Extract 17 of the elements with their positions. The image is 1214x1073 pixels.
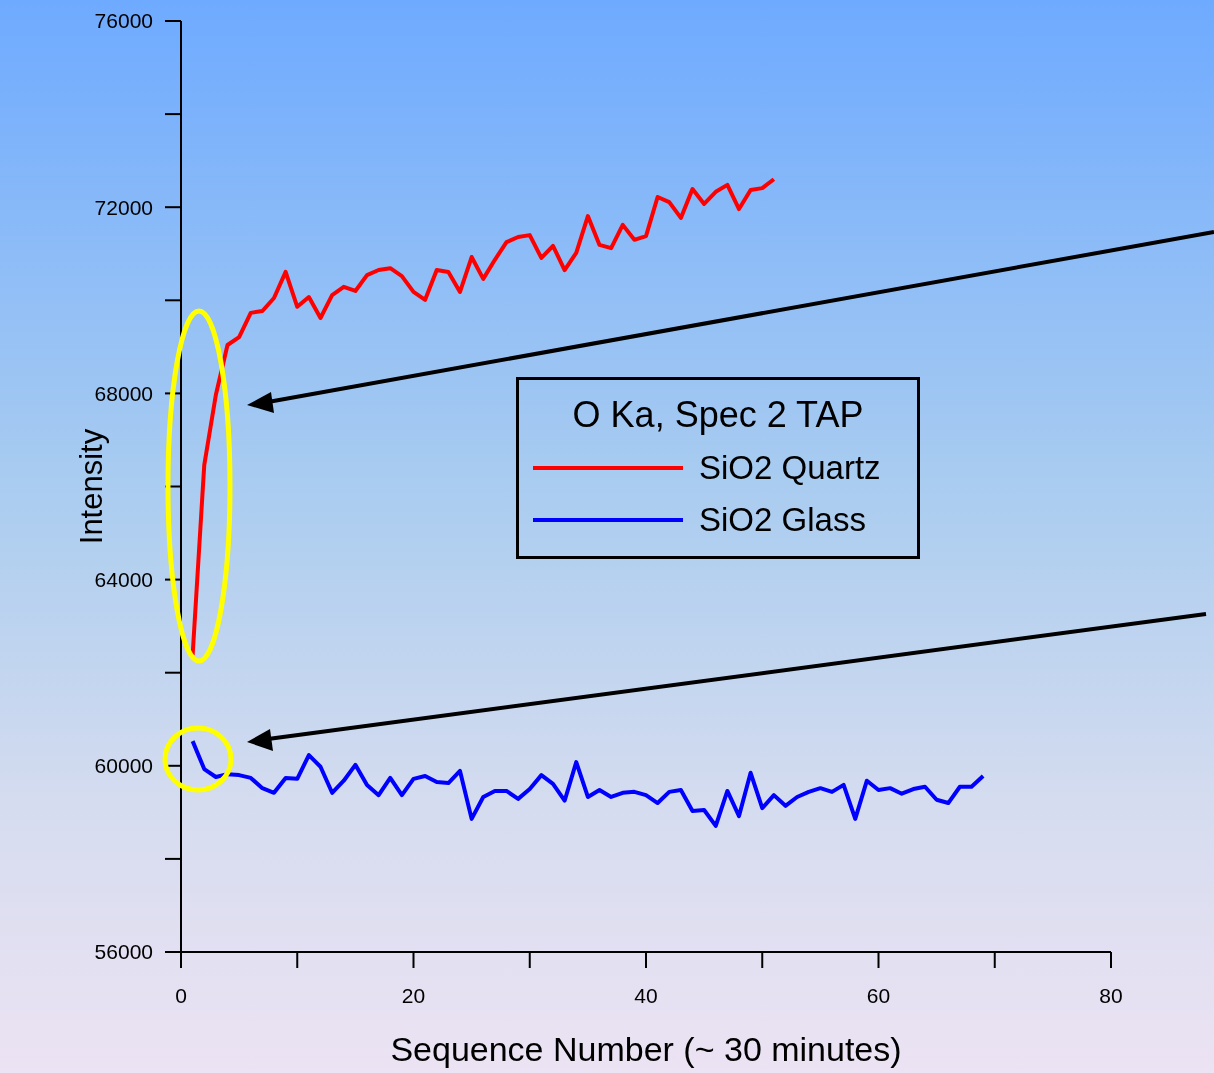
legend-label: SiO2 Glass bbox=[699, 501, 866, 539]
x-tick-label: 80 bbox=[1099, 983, 1123, 1007]
y-axis-title: Intensity bbox=[74, 428, 110, 545]
x-axis-title: Sequence Number (~ 30 minutes) bbox=[390, 1030, 902, 1068]
y-tick-label: 76000 bbox=[94, 9, 153, 33]
x-tick-label: 0 bbox=[175, 983, 187, 1007]
y-tick-label: 72000 bbox=[94, 195, 153, 219]
x-tick-label: 40 bbox=[634, 983, 658, 1007]
y-tick-label: 60000 bbox=[94, 754, 153, 778]
line-series bbox=[190, 739, 986, 828]
y-tick-label: 68000 bbox=[94, 381, 153, 405]
x-tick-label: 60 bbox=[866, 983, 891, 1007]
y-tick-label: 56000 bbox=[94, 940, 153, 964]
legend-label: SiO2 Quartz bbox=[699, 449, 881, 487]
y-tick-label: 64000 bbox=[94, 568, 153, 592]
legend-title: O Ka, Spec 2 TAP bbox=[571, 394, 865, 436]
x-tick-label: 20 bbox=[401, 983, 426, 1007]
